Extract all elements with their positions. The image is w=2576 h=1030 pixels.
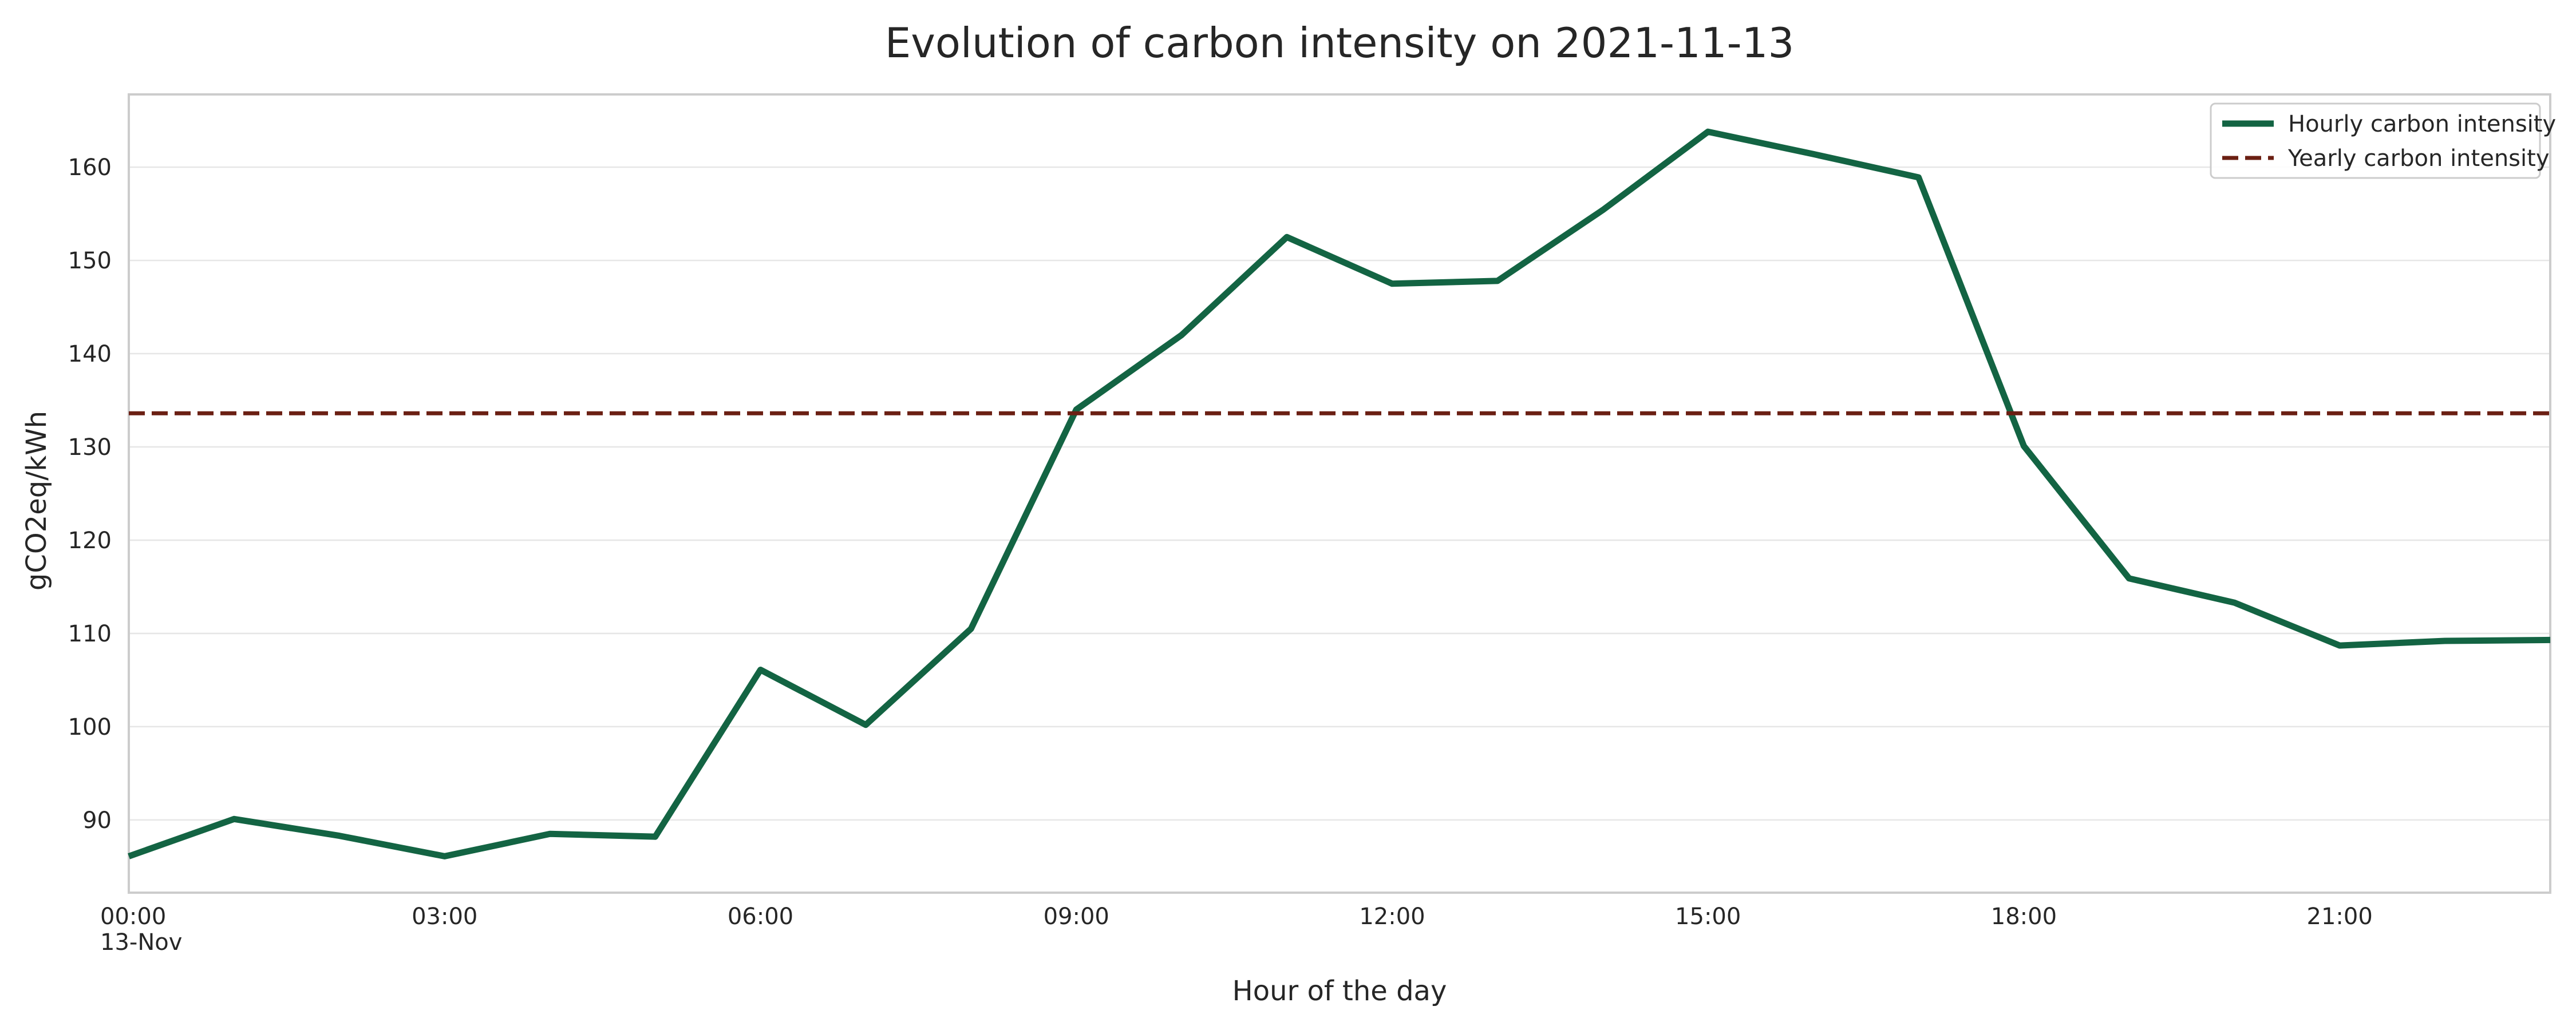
x-tick-label: 06:00	[728, 904, 793, 930]
y-tick-label: 100	[68, 714, 112, 740]
legend-box	[2210, 102, 2541, 179]
x-tick-label: 15:00	[1675, 904, 1741, 930]
y-axis-ticks: 90 100 110 120 130 140 150 160	[68, 154, 112, 834]
plot-frame	[128, 93, 2551, 894]
chart-title: Evolution of carbon intensity on 2021-11…	[885, 19, 1795, 67]
x-tick-label: 18:00	[1991, 904, 2057, 930]
y-tick-label: 110	[68, 621, 112, 647]
legend: Hourly carbon intensity Yearly carbon int…	[2210, 102, 2556, 179]
y-axis-label: gCO2eq/kWh	[21, 411, 53, 591]
legend-label: Yearly carbon intensity	[2287, 145, 2549, 172]
series-layer	[128, 128, 2551, 859]
y-tick-label: 140	[68, 341, 112, 367]
y-tick-label: 130	[68, 434, 112, 461]
x-tick-label: 09:00	[1044, 904, 1109, 930]
x-tick-label: 21:00	[2307, 904, 2373, 930]
y-tick-label: 150	[68, 248, 112, 274]
y-tick-label: 160	[68, 154, 112, 181]
y-tick-label: 90	[82, 807, 112, 834]
legend-label: Hourly carbon intensity	[2288, 111, 2556, 137]
x-tick-label: 03:00	[412, 904, 477, 930]
x-tick-label: 00:00	[100, 904, 166, 930]
hourly-intensity-line	[128, 128, 2551, 859]
y-tick-label: 120	[68, 528, 112, 554]
x-tick-sublabel: 13-Nov	[100, 929, 182, 956]
x-axis-label: Hour of the day	[1232, 975, 1447, 1007]
gridlines	[129, 166, 2550, 821]
x-tick-label: 12:00	[1359, 904, 1425, 930]
